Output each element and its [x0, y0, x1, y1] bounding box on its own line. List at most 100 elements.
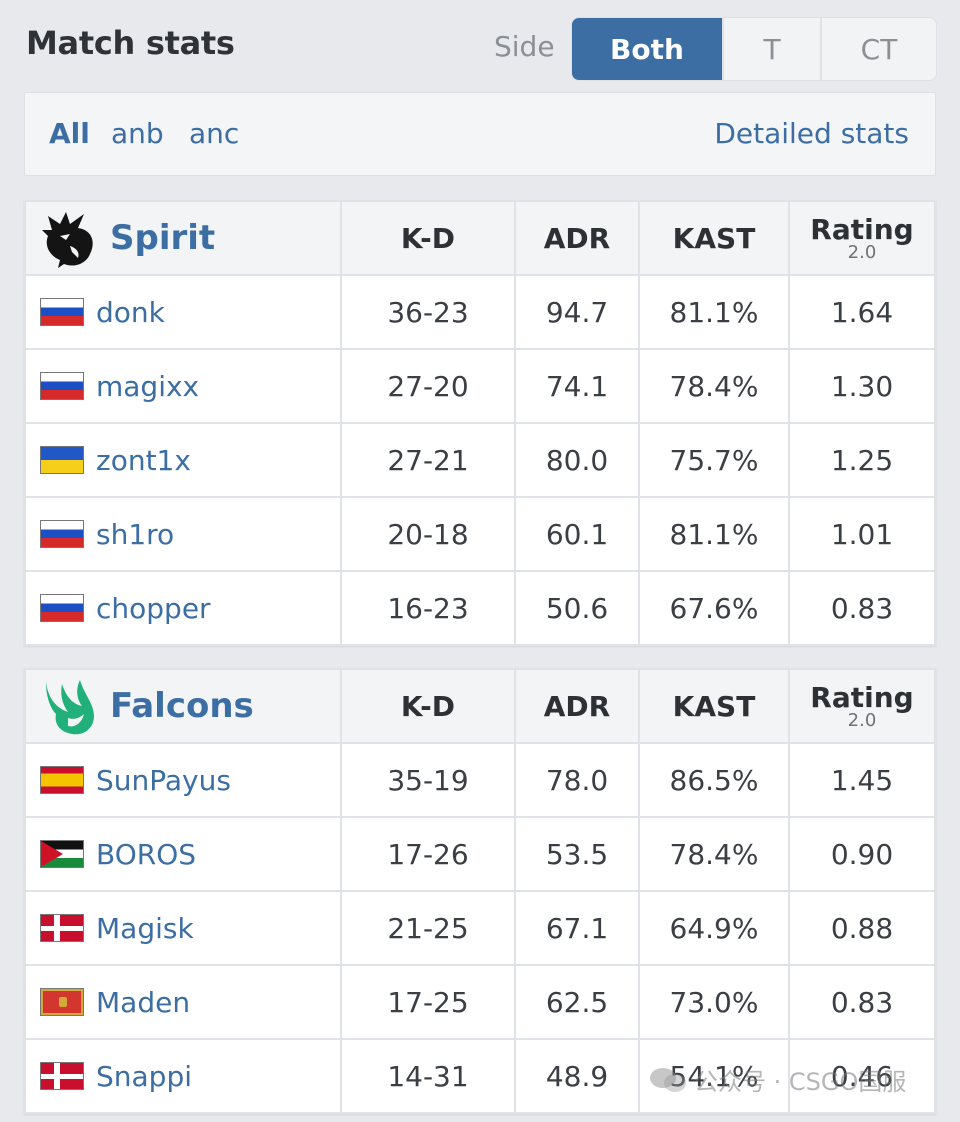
- table-row: Magisk 21-25 67.1 64.9% 0.88: [24, 890, 936, 966]
- side-ct-button[interactable]: CT: [820, 18, 936, 80]
- adr-cell: 50.6: [514, 570, 640, 646]
- rating-version: 2.0: [847, 710, 877, 731]
- team-name[interactable]: Spirit: [110, 218, 216, 258]
- adr-cell: 74.1: [514, 348, 640, 424]
- rating-cell: 1.30: [788, 348, 936, 424]
- adr-header: ADR: [514, 668, 640, 744]
- map-tab-all[interactable]: All: [49, 117, 90, 150]
- spain-flag-icon: [40, 766, 84, 794]
- player-name[interactable]: BOROS: [96, 837, 197, 871]
- team-header-cell: Spirit: [24, 200, 342, 276]
- jordan-flag-icon: [40, 840, 84, 868]
- spirit-dragon-icon: [42, 212, 93, 268]
- side-t-button[interactable]: T: [722, 18, 820, 80]
- adr-header: ADR: [514, 200, 640, 276]
- kd-cell: 17-26: [340, 816, 516, 892]
- kd-header: K-D: [340, 668, 516, 744]
- kast-header: KAST: [638, 668, 790, 744]
- rating-header-label: Rating: [810, 213, 914, 246]
- player-name[interactable]: Magisk: [96, 911, 194, 945]
- team-table-spirit: Spirit K-D ADR KAST Rating 2.0 donk 36-2…: [24, 200, 936, 646]
- ukraine-flag-icon: [40, 446, 84, 474]
- adr-cell: 48.9: [514, 1038, 640, 1114]
- table-header-row: Falcons K-D ADR KAST Rating 2.0: [24, 668, 936, 744]
- map-tabs-bar: All anb anc Detailed stats: [24, 92, 936, 176]
- wechat-icon: [650, 1067, 686, 1092]
- player-name[interactable]: zont1x: [96, 443, 191, 477]
- player-name[interactable]: sh1ro: [96, 517, 175, 551]
- player-name[interactable]: SunPayus: [96, 763, 231, 797]
- table-row: sh1ro 20-18 60.1 81.1% 1.01: [24, 496, 936, 572]
- table-header-row: Spirit K-D ADR KAST Rating 2.0: [24, 200, 936, 276]
- rating-cell: 1.01: [788, 496, 936, 572]
- russia-flag-icon: [40, 372, 84, 400]
- adr-cell: 94.7: [514, 274, 640, 350]
- russia-flag-icon: [40, 594, 84, 622]
- kast-cell: 73.0%: [638, 964, 790, 1040]
- table-row: donk 36-23 94.7 81.1% 1.64: [24, 274, 936, 350]
- player-name[interactable]: Snappi: [96, 1059, 193, 1093]
- match-stats-header: Match stats Side Both T CT: [0, 0, 960, 90]
- player-name[interactable]: Maden: [96, 985, 191, 1019]
- rating-header: Rating 2.0: [788, 668, 936, 744]
- rating-cell: 0.83: [788, 570, 936, 646]
- kd-cell: 27-21: [340, 422, 516, 498]
- kd-header: K-D: [340, 200, 516, 276]
- table-row: magixx 27-20 74.1 78.4% 1.30: [24, 348, 936, 424]
- adr-cell: 67.1: [514, 890, 640, 966]
- page-title: Match stats: [26, 24, 235, 62]
- team-header-cell: Falcons: [24, 668, 342, 744]
- adr-cell: 60.1: [514, 496, 640, 572]
- table-row: SunPayus 35-19 78.0 86.5% 1.45: [24, 742, 936, 818]
- denmark-flag-icon: [40, 1062, 84, 1090]
- table-row: zont1x 27-21 80.0 75.7% 1.25: [24, 422, 936, 498]
- map-tab-anc[interactable]: anc: [189, 117, 240, 150]
- adr-cell: 62.5: [514, 964, 640, 1040]
- russia-flag-icon: [40, 298, 84, 326]
- adr-cell: 80.0: [514, 422, 640, 498]
- table-row: chopper 16-23 50.6 67.6% 0.83: [24, 570, 936, 646]
- falcons-bird-icon: [46, 680, 94, 735]
- rating-cell: 1.25: [788, 422, 936, 498]
- kast-cell: 81.1%: [638, 274, 790, 350]
- montenegro-flag-icon: [40, 988, 84, 1016]
- kast-header: KAST: [638, 200, 790, 276]
- map-tab-anb[interactable]: anb: [111, 117, 164, 150]
- kast-cell: 67.6%: [638, 570, 790, 646]
- rating-cell: 0.90: [788, 816, 936, 892]
- kd-cell: 27-20: [340, 348, 516, 424]
- rating-cell: 0.88: [788, 890, 936, 966]
- table-row: BOROS 17-26 53.5 78.4% 0.90: [24, 816, 936, 892]
- rating-version: 2.0: [847, 242, 877, 263]
- kast-cell: 78.4%: [638, 816, 790, 892]
- kast-cell: 86.5%: [638, 742, 790, 818]
- adr-cell: 53.5: [514, 816, 640, 892]
- team-table-falcons: Falcons K-D ADR KAST Rating 2.0 SunPayus…: [24, 668, 936, 1114]
- kd-cell: 20-18: [340, 496, 516, 572]
- rating-header-label: Rating: [810, 681, 914, 714]
- kast-cell: 78.4%: [638, 348, 790, 424]
- player-name[interactable]: donk: [96, 295, 165, 329]
- kd-cell: 36-23: [340, 274, 516, 350]
- denmark-flag-icon: [40, 914, 84, 942]
- kast-cell: 81.1%: [638, 496, 790, 572]
- kast-cell: 64.9%: [638, 890, 790, 966]
- player-name[interactable]: chopper: [96, 591, 211, 625]
- team-name[interactable]: Falcons: [110, 686, 254, 726]
- kast-cell: 54.1%: [638, 1038, 790, 1114]
- table-row: Snappi 14-31 48.9 54.1% 0.46: [24, 1038, 936, 1114]
- rating-cell: 0.46: [788, 1038, 936, 1114]
- russia-flag-icon: [40, 520, 84, 548]
- adr-cell: 78.0: [514, 742, 640, 818]
- kd-cell: 17-25: [340, 964, 516, 1040]
- player-name[interactable]: magixx: [96, 369, 200, 403]
- side-toggle: Both T CT: [572, 18, 936, 80]
- detailed-stats-link[interactable]: Detailed stats: [714, 117, 909, 150]
- rating-cell: 0.83: [788, 964, 936, 1040]
- rating-header: Rating 2.0: [788, 200, 936, 276]
- table-row: Maden 17-25 62.5 73.0% 0.83: [24, 964, 936, 1040]
- kd-cell: 16-23: [340, 570, 516, 646]
- side-both-button[interactable]: Both: [572, 18, 722, 80]
- kd-cell: 21-25: [340, 890, 516, 966]
- watermark: 公众号 · CSGO国服: [648, 1062, 906, 1097]
